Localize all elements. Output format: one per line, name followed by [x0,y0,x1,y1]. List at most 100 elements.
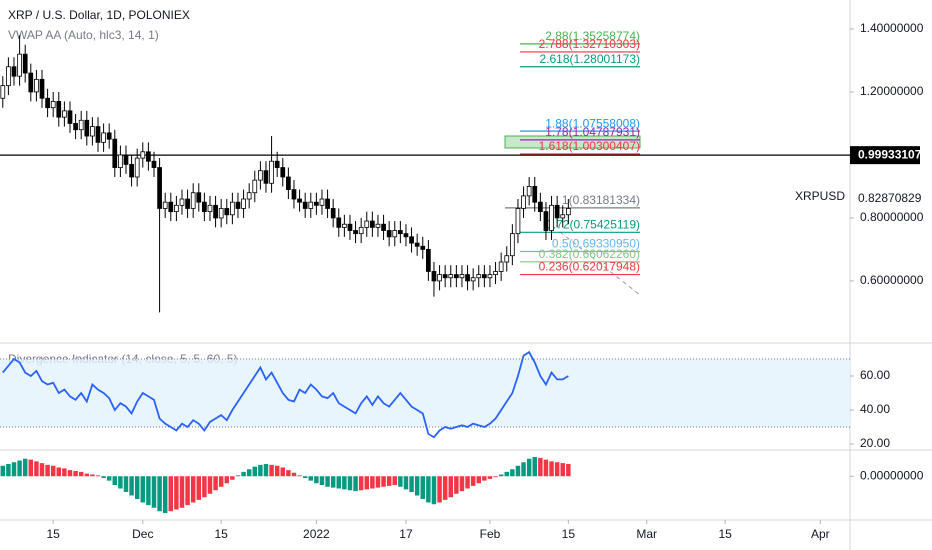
histogram-bar [28,459,34,477]
candle-body [174,204,179,213]
candle-body [425,249,431,272]
candle-body [62,110,67,118]
candle-body [22,53,28,74]
histogram-bar [336,476,342,489]
histogram-bar [403,476,409,490]
candle-body [403,233,409,238]
histogram-bar [319,476,325,485]
candle-body [246,192,252,200]
histogram-bar [426,476,431,503]
candle-body [129,163,134,178]
y-tick-label: 1.40000000 [860,21,924,35]
histogram-bar [342,476,347,490]
candle-body [224,208,230,216]
histogram-bar [50,465,56,477]
candle-body [280,167,286,178]
histogram-bar [358,476,364,491]
candle-body [409,236,414,244]
fib-label: 1(0.83181334) [562,193,640,207]
histogram-bar [420,476,425,499]
x-tick-label: Apr [811,527,830,541]
histogram-bar [235,475,241,477]
candle-body [90,126,95,137]
y-tick-label: 0.60000000 [860,273,924,287]
candle-body [73,123,78,131]
x-tick-label: Dec [132,527,153,541]
candle-body [431,271,437,282]
histogram-bar [538,457,543,477]
histogram-bar [269,464,274,477]
candle-body [347,223,353,231]
candle-body [291,189,297,200]
candle-body [386,230,392,238]
histogram-bar [62,468,67,477]
histogram-bar [0,465,6,477]
histogram-bar [381,476,386,487]
fib-label: 2.88(1.35258774) [545,29,640,43]
candle-body [202,201,207,213]
histogram-bar [386,476,392,486]
candle-body [353,230,358,235]
histogram-bar [521,462,526,477]
histogram-bar [56,467,62,477]
histogram-bar [370,476,375,489]
histogram-bar [566,464,571,477]
candle-body [146,151,151,162]
histogram-bar [280,467,286,477]
candle-body [45,97,50,109]
candle-body [537,201,543,213]
y-tick-label: 0.80000000 [860,210,924,224]
histogram-bar [34,461,39,477]
candle-body [123,154,129,165]
candle-body [565,208,571,216]
x-tick-label: 15 [214,527,228,541]
candle-body [381,223,386,231]
histogram-bar [448,476,453,498]
candle-body [50,101,56,109]
candle-body [168,201,174,213]
histogram-bar [314,476,319,484]
candle-body [258,170,263,181]
candle-body [269,160,274,184]
candle-body [493,271,498,276]
candle-body [549,204,554,231]
histogram-bar [90,474,95,477]
y-tick-label: 20.00 [860,436,890,450]
histogram-bar [409,476,414,492]
histogram-bar [510,469,515,477]
histogram-bar [504,471,509,477]
candle-body [39,78,45,99]
candle-body [218,208,224,219]
candle-body [179,198,185,206]
price-tag-label: 0.99933107 [858,147,922,161]
histogram-bar [106,476,112,481]
candle-body [358,226,364,235]
histogram-bar [45,464,50,477]
histogram-bar [347,476,353,491]
candle-body [0,85,6,99]
histogram-bar [465,476,470,489]
candle-body [196,192,202,203]
candle-body [543,211,549,231]
candle-body [504,255,510,263]
x-tick-label: 2022 [303,527,330,541]
candle-body [442,274,448,279]
histogram-bar [543,459,549,477]
candle-body [554,204,560,219]
candle-body [207,204,213,213]
candle-body [302,201,308,209]
fib-label: 2.788(1.32710303) [539,37,640,51]
candle-body [286,176,291,190]
histogram-bar [274,465,280,477]
histogram-bar [470,476,476,486]
band [0,358,850,428]
histogram-bar [554,462,560,477]
candle-body [370,220,375,228]
candle-body [34,78,39,93]
candle-body [521,195,526,209]
histogram-bar [151,476,157,508]
histogram-bar [297,475,302,477]
histogram-bar [224,476,230,484]
candle-body [151,160,157,168]
